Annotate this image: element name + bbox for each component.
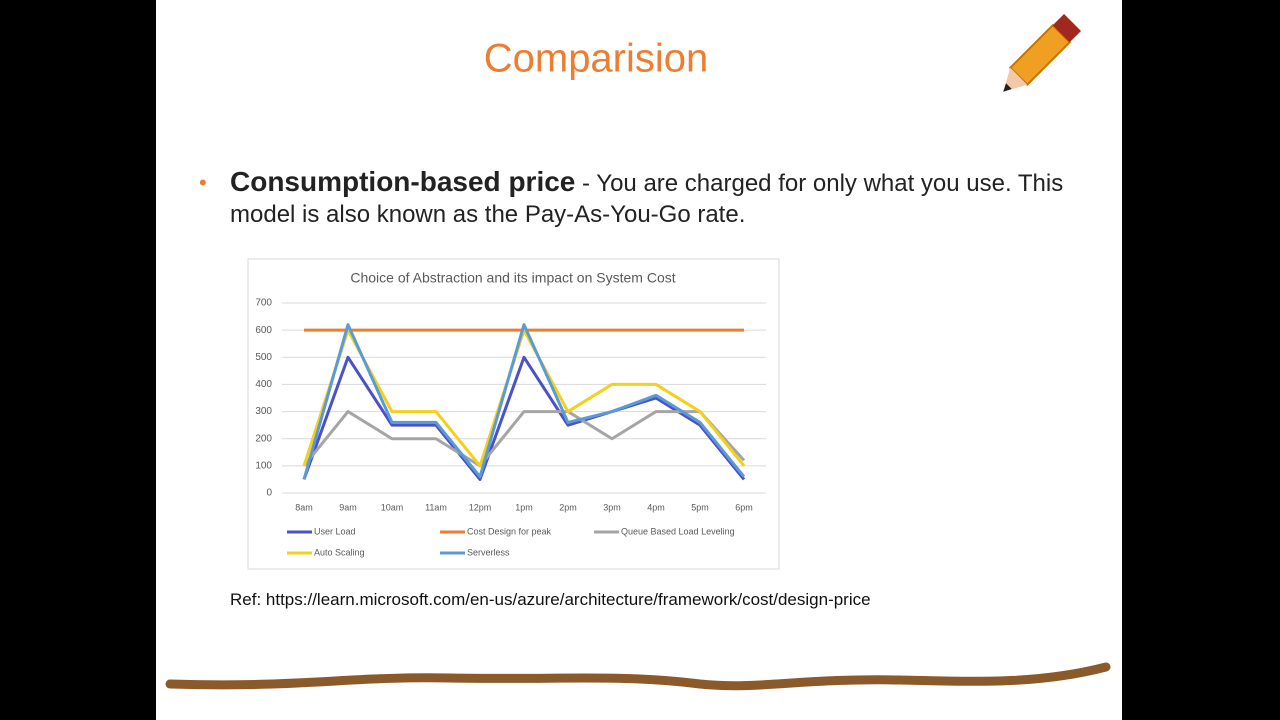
series-line [302,323,746,480]
legend-label: User Load [314,526,356,536]
bullet-description: - You are charged for only what you use.… [230,170,1064,228]
series-line [302,328,746,468]
bullet-text: Consumption-based price - You are charge… [230,166,1080,230]
reference: Ref: https://learn.microsoft.com/en-us/a… [230,590,871,609]
x-tick-label: 1pm [515,502,533,512]
decorative-line [165,662,1111,691]
x-tick-label: 6pm [735,502,753,512]
y-tick-label: 0 [266,488,272,499]
legend-label: Queue Based Load Leveling [621,526,735,536]
series-line [302,410,746,468]
x-tick-label: 8am [295,502,313,512]
legend-label: Serverless [467,547,510,557]
x-tick-label: 4pm [647,502,665,512]
x-tick-label: 2pm [559,502,577,512]
x-tick-label: 9am [339,502,357,512]
x-tick-label: 3pm [603,502,621,512]
chart-title: Choice of Abstraction and its impact on … [350,270,675,286]
y-tick-label: 100 [255,460,272,471]
y-tick-label: 200 [255,433,272,444]
x-tick-label: 12pm [469,502,492,512]
pencil-icon [1003,13,1082,92]
x-tick-label: 10am [381,502,404,512]
bullet-dot: • [199,170,207,195]
x-tick-label: 11am [425,502,447,512]
legend-label: Cost Design for peak [467,526,552,536]
bullet-term: Consumption-based price [230,166,576,197]
chart-frame [247,258,780,570]
y-tick-label: 500 [255,352,272,363]
y-tick-label: 700 [255,298,272,309]
x-tick-label: 5pm [691,502,709,512]
series-line [302,355,746,481]
y-tick-label: 600 [255,325,272,336]
y-tick-label: 300 [255,406,272,417]
slide-title: Comparision [484,37,709,81]
y-tick-label: 400 [255,379,272,390]
legend-label: Auto Scaling [314,547,365,557]
